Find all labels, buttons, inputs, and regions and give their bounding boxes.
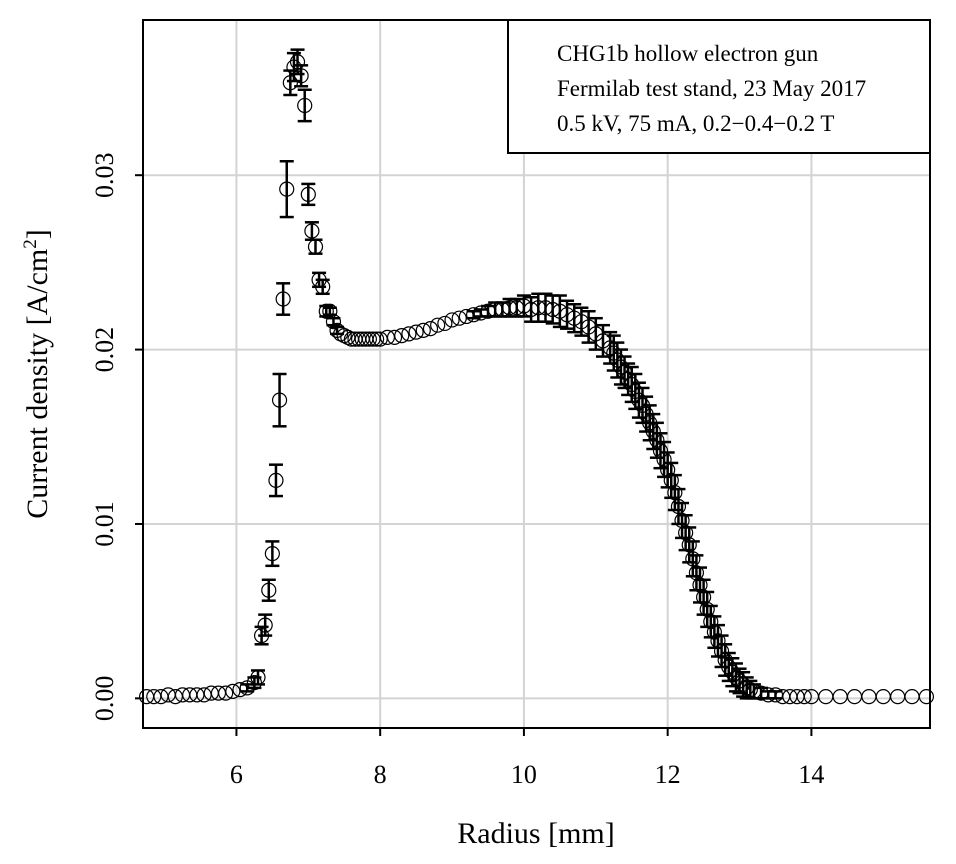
data-point xyxy=(451,310,467,326)
data-point xyxy=(268,472,284,488)
data-point xyxy=(282,75,298,91)
data-point xyxy=(667,484,683,501)
data-point xyxy=(246,675,263,691)
data-point xyxy=(401,326,417,342)
data-point xyxy=(904,689,920,705)
data-point xyxy=(264,546,280,562)
data-point xyxy=(336,328,352,344)
data-point xyxy=(742,682,758,698)
data-point xyxy=(678,525,694,541)
data-point xyxy=(437,315,453,332)
x-tick-label: 12 xyxy=(655,760,681,789)
y-tick-label: 0.03 xyxy=(90,152,119,198)
legend-line-3: 0.5 kV, 75 mA, 0.2−0.4−0.2 T xyxy=(557,111,834,136)
data-point xyxy=(408,324,424,340)
legend-line-1: CHG1b hollow electron gun xyxy=(557,41,819,66)
data-point xyxy=(307,239,324,255)
data-point xyxy=(293,68,309,84)
x-tick-label: 14 xyxy=(798,760,824,789)
data-point xyxy=(300,186,316,202)
data-point xyxy=(318,303,334,319)
data-point xyxy=(430,317,446,333)
y-tick-label: 0.02 xyxy=(90,327,119,373)
y-tick-label: 0.01 xyxy=(90,501,119,547)
data-point xyxy=(685,551,701,567)
legend-box: CHG1b hollow electron gun Fermilab test … xyxy=(507,19,931,154)
data-point xyxy=(846,689,863,705)
data-point xyxy=(674,512,690,529)
data-point xyxy=(315,279,331,295)
data-point xyxy=(663,472,679,488)
data-point xyxy=(368,331,385,347)
data-point xyxy=(670,498,687,515)
data-point xyxy=(289,54,306,70)
y-tick-label: 0.00 xyxy=(90,676,119,722)
x-axis-title: Radius [mm] xyxy=(457,817,615,850)
x-axis-ticks: 6 8 10 12 14 xyxy=(230,728,824,789)
data-point xyxy=(361,331,377,347)
data-point xyxy=(890,689,906,705)
x-tick-label: 6 xyxy=(230,760,243,789)
data-point xyxy=(681,537,697,553)
y-axis-title-suffix: ] xyxy=(21,229,54,239)
legend-frame xyxy=(507,19,931,154)
data-point xyxy=(325,314,342,330)
data-point xyxy=(710,633,726,649)
data-point xyxy=(652,443,669,459)
data-point xyxy=(444,312,460,328)
data-point xyxy=(218,685,234,701)
data-point xyxy=(225,683,241,699)
data-point xyxy=(818,689,834,705)
data-point xyxy=(875,689,891,705)
data-point xyxy=(271,392,288,408)
y-axis-ticks: 0.00 0.01 0.02 0.03 xyxy=(90,152,143,721)
data-point xyxy=(304,223,320,239)
y-axis-title: Current density [A/cm2] xyxy=(20,229,54,518)
data-point xyxy=(415,322,431,339)
data-point xyxy=(796,689,812,705)
data-point xyxy=(688,565,705,581)
data-point xyxy=(394,328,410,344)
data-point xyxy=(645,423,661,440)
legend-line-2: Fermilab test stand, 23 May 2017 xyxy=(557,76,866,101)
data-point xyxy=(861,689,877,705)
data-point xyxy=(250,669,266,686)
data-point xyxy=(692,577,708,593)
data-point xyxy=(703,614,719,630)
y-axis-title-main: Current density [A/cm xyxy=(21,249,54,519)
data-point xyxy=(422,321,439,337)
data-point xyxy=(275,291,291,307)
data-point xyxy=(696,589,712,605)
data-point xyxy=(386,329,403,345)
x-tick-label: 10 xyxy=(511,760,537,789)
data-point xyxy=(699,601,715,618)
data-points xyxy=(138,48,935,705)
y-axis-title-sup: 2 xyxy=(20,239,41,249)
data-point xyxy=(261,582,277,598)
x-tick-label: 8 xyxy=(374,760,387,789)
data-point xyxy=(279,181,295,197)
data-point xyxy=(918,689,935,705)
data-point xyxy=(257,617,273,633)
data-point xyxy=(832,689,848,705)
data-point xyxy=(297,97,313,114)
